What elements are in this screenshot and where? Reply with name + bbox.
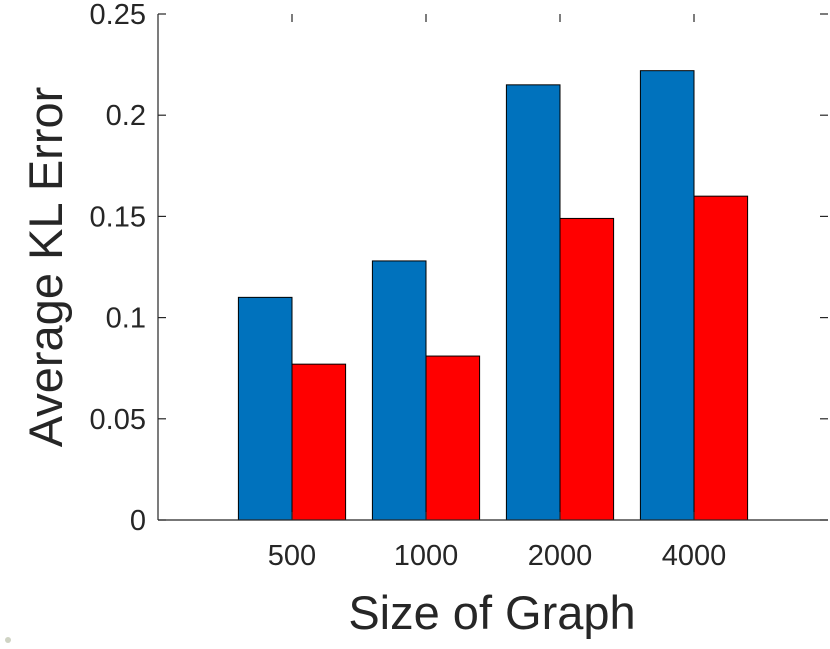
x-tick-label: 4000 bbox=[662, 540, 727, 572]
y-tick-label: 0.05 bbox=[90, 404, 146, 436]
bar-4000-series-2 bbox=[693, 195, 749, 521]
bar-2000-series-1 bbox=[505, 84, 561, 521]
y-tick-label: 0.25 bbox=[90, 0, 146, 31]
bar-500-series-2 bbox=[291, 363, 347, 521]
bar-1000-series-2 bbox=[425, 355, 481, 521]
x-tick-label: 2000 bbox=[528, 540, 593, 572]
y-tick-label: 0.2 bbox=[106, 100, 146, 132]
bar-4000-series-1 bbox=[639, 70, 695, 521]
corner-dot-mark bbox=[5, 637, 11, 643]
y-axis-title: Average KL Error bbox=[19, 87, 72, 448]
y-tick-label: 0.15 bbox=[90, 201, 146, 233]
axes-group bbox=[157, 14, 828, 521]
x-tick-label: 500 bbox=[268, 540, 316, 572]
x-tick-label: 1000 bbox=[394, 540, 459, 572]
x-axis-title: Size of Graph bbox=[348, 586, 635, 639]
ticks-group: 0 0.05 0.1 0.15 0.2 0.25 500 1000 2000 4000 bbox=[90, 0, 828, 572]
y-tick-label: 0.1 bbox=[106, 303, 146, 335]
bar-2000-series-2 bbox=[559, 217, 615, 521]
bar-1000-series-1 bbox=[371, 260, 427, 521]
y-tick-label: 0 bbox=[130, 505, 146, 537]
bars-group bbox=[237, 70, 749, 521]
bar-500-series-1 bbox=[237, 296, 293, 521]
